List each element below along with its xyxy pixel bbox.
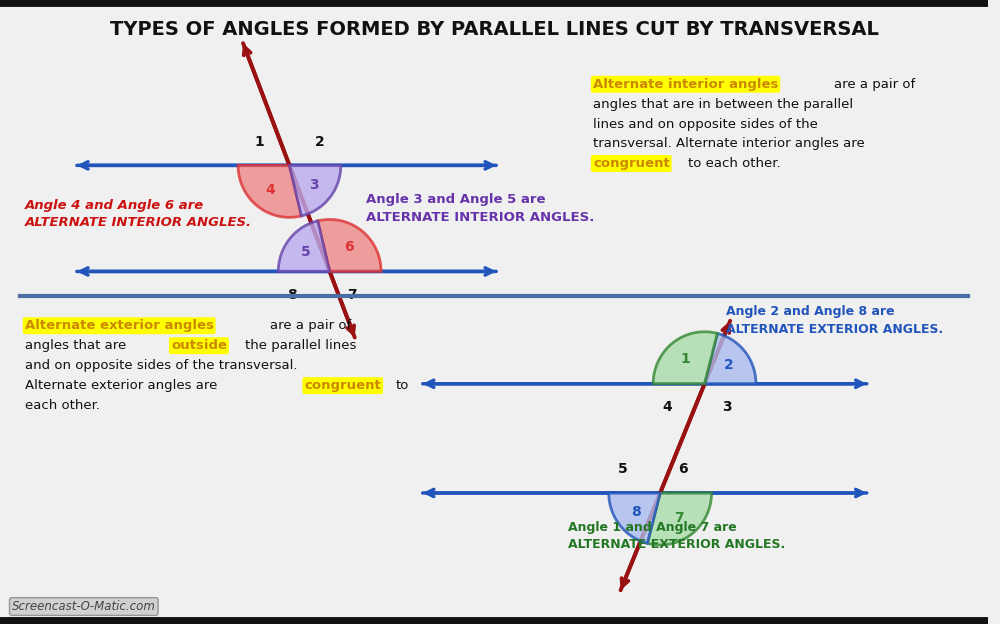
Polygon shape [647,493,712,545]
Text: 4: 4 [662,401,672,414]
Text: transversal. Alternate interior angles are: transversal. Alternate interior angles a… [593,137,865,150]
Text: 4: 4 [265,183,275,197]
Text: 3: 3 [309,178,318,192]
Text: TYPES OF ANGLES FORMED BY PARALLEL LINES CUT BY TRANSVERSAL: TYPES OF ANGLES FORMED BY PARALLEL LINES… [110,21,879,39]
Polygon shape [653,332,717,384]
Text: ALTERNATE INTERIOR ANGLES.: ALTERNATE INTERIOR ANGLES. [25,217,252,229]
Text: each other.: each other. [25,399,100,412]
Text: ALTERNATE INTERIOR ANGLES.: ALTERNATE INTERIOR ANGLES. [366,211,594,223]
Text: to: to [395,379,409,392]
Polygon shape [289,165,341,216]
Text: 8: 8 [287,288,297,302]
Text: Angle 4 and Angle 6 are: Angle 4 and Angle 6 are [25,200,204,212]
Text: 1: 1 [681,352,691,366]
Text: are a pair of: are a pair of [270,319,351,332]
Text: Alternate exterior angles are: Alternate exterior angles are [25,379,221,392]
Text: 2: 2 [724,358,734,372]
Text: 2: 2 [315,135,324,149]
Text: Alternate exterior angles: Alternate exterior angles [25,319,214,332]
Text: 8: 8 [631,505,641,519]
Polygon shape [609,493,660,544]
Polygon shape [278,221,330,271]
Text: 5: 5 [618,462,627,476]
Text: ALTERNATE EXTERIOR ANGLES.: ALTERNATE EXTERIOR ANGLES. [568,539,785,551]
Text: the parallel lines: the parallel lines [245,339,356,352]
Text: 3: 3 [722,401,732,414]
Text: Screencast-O-Matic.com: Screencast-O-Matic.com [12,600,156,613]
Text: congruent: congruent [304,379,381,392]
Text: 6: 6 [678,462,687,476]
Text: lines and on opposite sides of the: lines and on opposite sides of the [593,119,818,131]
Text: 1: 1 [255,135,264,149]
Polygon shape [238,165,301,217]
Text: Angle 2 and Angle 8 are: Angle 2 and Angle 8 are [726,306,895,318]
Polygon shape [318,220,381,271]
Text: Angle 1 and Angle 7 are: Angle 1 and Angle 7 are [568,521,737,534]
Text: 7: 7 [347,288,357,302]
Text: 7: 7 [674,510,684,525]
Text: congruent: congruent [593,157,670,170]
Text: Angle 3 and Angle 5 are: Angle 3 and Angle 5 are [366,193,545,206]
Text: and on opposite sides of the transversal.: and on opposite sides of the transversal… [25,359,297,372]
Text: angles that are: angles that are [25,339,130,352]
Text: to each other.: to each other. [688,157,780,170]
Text: Alternate interior angles: Alternate interior angles [593,78,778,90]
Text: angles that are in between the parallel: angles that are in between the parallel [593,99,853,111]
Text: outside: outside [171,339,227,352]
Text: 6: 6 [344,240,354,254]
Text: ALTERNATE EXTERIOR ANGLES.: ALTERNATE EXTERIOR ANGLES. [726,323,944,336]
Text: are a pair of: are a pair of [834,78,915,90]
Polygon shape [705,333,756,384]
Text: 5: 5 [301,245,310,259]
